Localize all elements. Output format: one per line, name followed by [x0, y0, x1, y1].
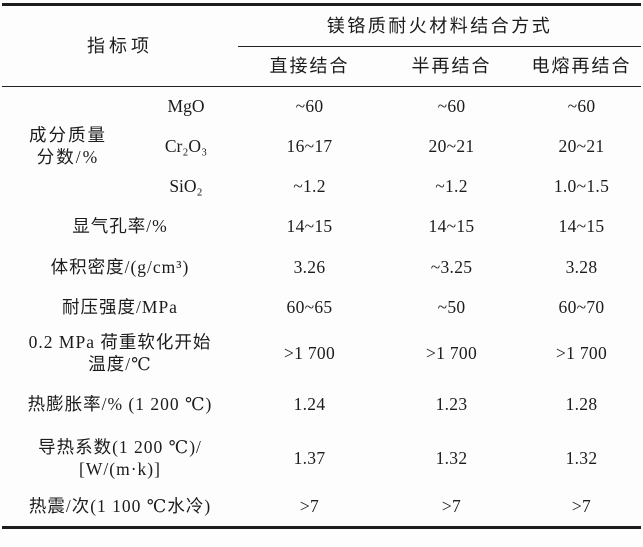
- column-header-fused-rebonded: 电熔再结合: [522, 46, 641, 87]
- header-row-columns: 直接结合 半再结合 电熔再结合: [2, 46, 641, 87]
- row-label-crushing-strength: 耐压强度/MPa: [62, 296, 178, 317]
- cell-porosity-fused: 14~15: [558, 216, 605, 237]
- table-row-apparent-porosity: 显气孔率/% 14~15 14~15 14~15: [2, 207, 641, 248]
- refractory-bonding-properties-table: 指标项 镁铬质耐火材料结合方式 直接结合 半再结合 电熔再结合 成分质量 分数/…: [2, 3, 641, 529]
- cell-strength-fused: 60~70: [558, 296, 605, 317]
- group-header-bonding-type: 镁铬质耐火材料结合方式: [238, 4, 641, 47]
- composition-label-line2: 分数/%: [36, 146, 100, 167]
- row-label-cr2o3: Cr₂O₃: [164, 135, 208, 156]
- cell-conductivity-semi: 1.32: [435, 447, 468, 468]
- cell-porosity-direct: 14~15: [286, 216, 333, 237]
- row-label-softening-temperature: 0.2 MPa 荷重软化开始 温度/℃: [2, 328, 238, 380]
- conductivity-label-line1: 导热系数(1 200 ℃)/: [38, 436, 202, 457]
- cell-sio2-fused: 1.0~1.5: [553, 175, 610, 196]
- header-row-group: 指标项 镁铬质耐火材料结合方式: [2, 4, 641, 87]
- cell-cr2o3-semi: 20~21: [428, 135, 475, 156]
- row-label-thermal-conductivity: 导热系数(1 200 ℃)/ [W/(m·k)]: [2, 430, 238, 488]
- row-label-thermal-shock: 热震/次(1 100 ℃水冷): [28, 495, 212, 516]
- table-row-mgo: 成分质量 分数/% MgO ~60 ~60 ~60: [2, 87, 641, 167]
- cell-cr2o3-fused: 20~21: [558, 135, 605, 156]
- table-row-thermal-conductivity: 导热系数(1 200 ℃)/ [W/(m·k)] 1.37 1.32 1.32: [2, 430, 641, 488]
- table-header: 指标项 镁铬质耐火材料结合方式 直接结合 半再结合 电熔再结合: [2, 4, 641, 87]
- table-row-softening-temperature: 0.2 MPa 荷重软化开始 温度/℃ >1 700 >1 700 >1 700: [2, 328, 641, 380]
- table-row-cr2o3: Cr₂O₃ 16~17 20~21 20~21: [2, 127, 641, 167]
- table-body: 成分质量 分数/% MgO ~60 ~60 ~60 Cr₂O₃ 16~17 20…: [2, 87, 641, 528]
- composition-label-line1: 成分质量: [29, 124, 107, 145]
- softening-label-line2: 温度/℃: [88, 353, 152, 374]
- cell-softening-direct: >1 700: [283, 342, 336, 363]
- cell-shock-direct: >7: [299, 495, 320, 516]
- column-header-semi-rebonded: 半再结合: [381, 46, 522, 87]
- cell-mgo-direct: ~60: [295, 95, 324, 116]
- table-row-thermal-shock: 热震/次(1 100 ℃水冷) >7 >7 >7: [2, 488, 641, 528]
- column-header-direct-bond: 直接结合: [238, 46, 381, 87]
- cell-expansion-fused: 1.28: [565, 393, 598, 414]
- row-label-thermal-expansion: 热膨胀率/% (1 200 ℃): [27, 393, 213, 414]
- cell-density-fused: 3.28: [565, 256, 598, 277]
- cell-porosity-semi: 14~15: [428, 216, 475, 237]
- cell-shock-semi: >7: [441, 495, 462, 516]
- row-label-mgo: MgO: [167, 95, 205, 116]
- row-label-apparent-porosity: 显气孔率/%: [72, 216, 168, 237]
- row-label-sio2: SiO₂: [169, 175, 203, 196]
- table-row-thermal-expansion: 热膨胀率/% (1 200 ℃) 1.24 1.23 1.28: [2, 380, 641, 430]
- cell-density-direct: 3.26: [293, 256, 326, 277]
- cell-strength-direct: 60~65: [286, 296, 333, 317]
- composition-group-label: 成分质量 分数/%: [2, 87, 134, 207]
- cell-conductivity-direct: 1.37: [293, 447, 326, 468]
- row-label-bulk-density: 体积密度/(g/cm³): [50, 256, 190, 277]
- conductivity-label-line2: [W/(m·k)]: [79, 458, 161, 479]
- table-row-crushing-strength: 耐压强度/MPa 60~65 ~50 60~70: [2, 288, 641, 328]
- corner-header-indicator-item: 指标项: [2, 4, 238, 87]
- cell-shock-fused: >7: [571, 495, 592, 516]
- cell-strength-semi: ~50: [437, 296, 466, 317]
- cell-mgo-semi: ~60: [437, 95, 466, 116]
- table-row-sio2: SiO₂ ~1.2 ~1.2 1.0~1.5: [2, 167, 641, 207]
- cell-expansion-semi: 1.23: [435, 393, 468, 414]
- cell-softening-fused: >1 700: [555, 342, 608, 363]
- softening-label-line1: 0.2 MPa 荷重软化开始: [28, 331, 212, 352]
- cell-mgo-fused: ~60: [567, 95, 596, 116]
- cell-sio2-direct: ~1.2: [293, 175, 326, 196]
- cell-sio2-semi: ~1.2: [435, 175, 468, 196]
- cell-softening-semi: >1 700: [425, 342, 478, 363]
- cell-cr2o3-direct: 16~17: [286, 135, 333, 156]
- cell-conductivity-fused: 1.32: [565, 447, 598, 468]
- cell-expansion-direct: 1.24: [293, 393, 326, 414]
- cell-density-semi: ~3.25: [430, 256, 473, 277]
- table-row-bulk-density: 体积密度/(g/cm³) 3.26 ~3.25 3.28: [2, 248, 641, 288]
